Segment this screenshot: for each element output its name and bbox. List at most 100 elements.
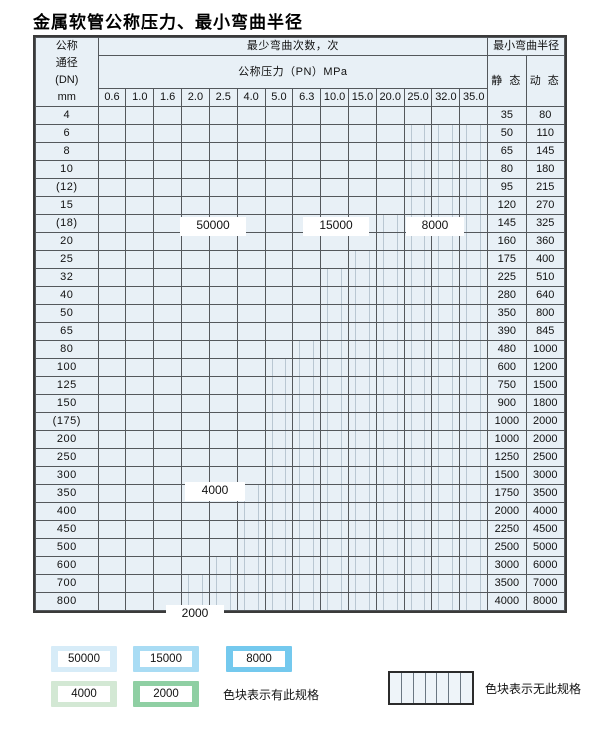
spec-cell-unavailable xyxy=(236,502,266,521)
spec-cell-unavailable xyxy=(431,124,461,143)
spec-cell-unavailable xyxy=(292,592,322,611)
spec-cell-unavailable xyxy=(320,466,349,485)
spec-cell-available xyxy=(97,448,127,467)
spec-cell-available xyxy=(375,178,405,197)
spec-cell-available xyxy=(181,376,210,395)
spec-cell-unavailable xyxy=(459,322,489,341)
spec-cell-unavailable xyxy=(348,484,377,503)
spec-cell-unavailable xyxy=(181,574,210,593)
spec-cell-unavailable xyxy=(375,376,405,395)
spec-cell-unavailable xyxy=(264,538,294,557)
header-radius-static: 静 态 xyxy=(487,55,527,107)
spec-cell-unavailable xyxy=(375,448,405,467)
spec-cell-available xyxy=(236,322,266,341)
dn-value: 250 xyxy=(35,448,99,467)
radius-static-value: 390 xyxy=(487,322,527,341)
radius-dynamic-value: 2500 xyxy=(525,448,565,467)
spec-cell-unavailable xyxy=(375,466,405,485)
spec-cell-unavailable xyxy=(348,448,377,467)
spec-cell-available xyxy=(264,232,294,251)
spec-cell-unavailable xyxy=(403,340,433,359)
spec-cell-unavailable xyxy=(375,538,405,557)
spec-cell-available xyxy=(264,178,294,197)
spec-cell-unavailable xyxy=(320,412,349,431)
radius-dynamic-value: 145 xyxy=(525,142,565,161)
spec-cell-available xyxy=(181,196,210,215)
spec-cell-available xyxy=(208,322,238,341)
spec-cell-unavailable xyxy=(459,268,489,287)
spec-cell-available xyxy=(181,340,210,359)
spec-cell-available xyxy=(97,178,127,197)
legend-no-spec-swatch xyxy=(388,671,474,705)
spec-cell-unavailable xyxy=(403,286,433,305)
radius-static-value: 175 xyxy=(487,250,527,269)
spec-cell-available xyxy=(236,268,266,287)
spec-cell-unavailable xyxy=(375,484,405,503)
radius-dynamic-value: 80 xyxy=(525,106,565,125)
spec-cell-unavailable xyxy=(264,592,294,611)
dn-line-1: 公称 xyxy=(55,40,78,52)
spec-cell-available xyxy=(264,124,294,143)
table-row: 65 390 845 xyxy=(35,322,565,341)
spec-cell-unavailable xyxy=(264,376,294,395)
legend-swatch-label: 8000 xyxy=(233,651,285,667)
spec-cell-available xyxy=(236,178,266,197)
spec-cell-unavailable xyxy=(375,556,405,575)
spec-cell-available xyxy=(153,286,183,305)
spec-cell-unavailable xyxy=(403,196,433,215)
radius-static-value: 350 xyxy=(487,304,527,323)
radius-dynamic-value: 400 xyxy=(525,250,565,269)
spec-cell-available xyxy=(208,106,238,125)
spec-cell-unavailable xyxy=(403,160,433,179)
dn-value: 450 xyxy=(35,520,99,539)
spec-cell-available xyxy=(97,394,127,413)
spec-cell-unavailable xyxy=(348,502,377,521)
radius-static-value: 900 xyxy=(487,394,527,413)
header-pressure-10.0: 10.0 xyxy=(320,88,349,107)
radius-static-value: 600 xyxy=(487,358,527,377)
spec-cell-unavailable xyxy=(459,394,489,413)
radius-static-value: 1500 xyxy=(487,466,527,485)
spec-cell-available xyxy=(208,430,238,449)
spec-cell-unavailable xyxy=(459,520,489,539)
spec-cell-unavailable xyxy=(264,520,294,539)
table-row: 80 480 1000 xyxy=(35,340,565,359)
callout-label: 50000 xyxy=(180,217,246,236)
spec-cell-available xyxy=(153,358,183,377)
spec-cell-unavailable xyxy=(264,430,294,449)
spec-cell-unavailable xyxy=(431,340,461,359)
spec-cell-available xyxy=(208,448,238,467)
spec-cell-available xyxy=(153,556,183,575)
spec-cell-available xyxy=(181,124,210,143)
spec-cell-available xyxy=(236,430,266,449)
spec-cell-available xyxy=(97,502,127,521)
spec-cell-unavailable xyxy=(348,394,377,413)
table-row: 450 2250 4500 xyxy=(35,520,565,539)
spec-cell-unavailable xyxy=(348,286,377,305)
spec-cell-available xyxy=(208,160,238,179)
spec-cell-unavailable xyxy=(292,394,322,413)
spec-cell-available xyxy=(125,286,155,305)
spec-cell-available xyxy=(208,376,238,395)
no-spec-stripe xyxy=(425,673,438,703)
radius-static-value: 750 xyxy=(487,376,527,395)
radius-static-value: 4000 xyxy=(487,592,527,611)
spec-cell-unavailable xyxy=(459,142,489,161)
spec-cell-unavailable xyxy=(208,556,238,575)
legend-swatch: 2000 xyxy=(133,681,199,707)
header-bend-count: 最少弯曲次数，次 xyxy=(97,37,489,56)
spec-cell-available xyxy=(181,520,210,539)
spec-cell-unavailable xyxy=(348,592,377,611)
callout-label: 15000 xyxy=(303,217,369,236)
spec-cell-available xyxy=(97,574,127,593)
header-radius-dynamic: 动 态 xyxy=(525,55,565,107)
spec-cell-available xyxy=(125,268,155,287)
spec-cell-unavailable xyxy=(459,376,489,395)
spec-cell-unavailable xyxy=(236,520,266,539)
spec-cell-available xyxy=(292,286,322,305)
spec-cell-unavailable xyxy=(320,358,349,377)
spec-cell-unavailable xyxy=(459,502,489,521)
radius-static-value: 35 xyxy=(487,106,527,125)
table-row: 6 50 110 xyxy=(35,124,565,143)
table-row: 20 160 360 xyxy=(35,232,565,251)
